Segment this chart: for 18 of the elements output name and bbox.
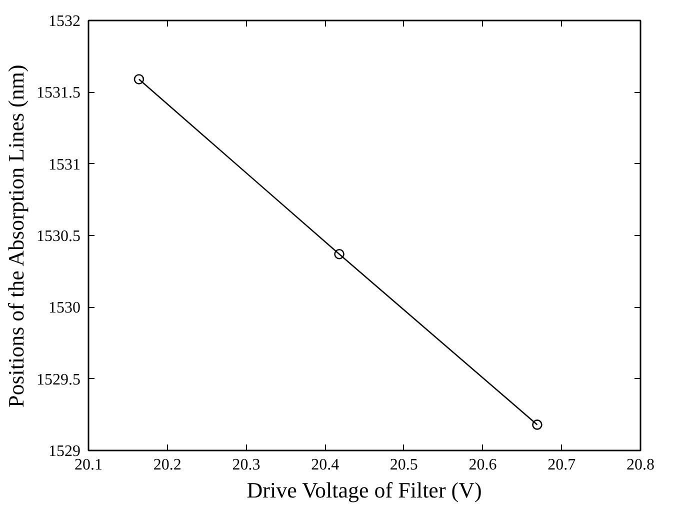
y-tick-label: 1532 <box>48 13 80 30</box>
y-tick-label: 1530 <box>48 300 80 317</box>
x-tick-label: 20.5 <box>390 456 418 474</box>
x-tick-label: 20.8 <box>626 456 654 474</box>
y-tick-label: 1531 <box>48 156 80 174</box>
x-tick-label: 20.3 <box>232 456 260 474</box>
point <box>532 420 542 430</box>
x-axis-title: Drive Voltage of Filter (V) <box>246 478 482 502</box>
x-tick-label: 20.7 <box>548 456 576 474</box>
x-tick-label: 20.4 <box>311 456 340 474</box>
x-tick-label: 20.2 <box>153 456 182 474</box>
y-tick-label: 1529.5 <box>36 371 80 388</box>
x-tick-label: 20.6 <box>468 456 497 474</box>
y-axis-title: Positions of the Absorption Lines (nm) <box>4 64 28 408</box>
y-tick-label: 1531.5 <box>36 84 80 102</box>
point <box>134 74 144 84</box>
point <box>334 248 344 260</box>
y-tick-label: 1530.5 <box>36 228 80 245</box>
